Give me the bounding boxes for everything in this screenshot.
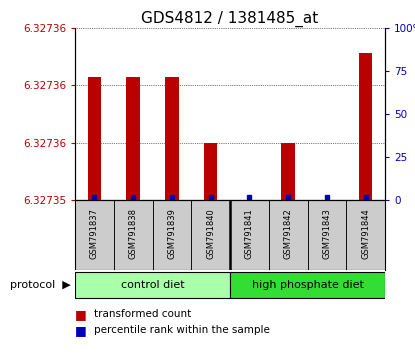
Bar	[269, 200, 308, 270]
Text: ■: ■	[75, 308, 87, 321]
Text: control diet: control diet	[121, 280, 184, 290]
Bar	[204, 143, 217, 200]
Text: GSM791837: GSM791837	[90, 208, 99, 259]
Bar	[165, 77, 178, 200]
Bar	[281, 143, 295, 200]
Text: ■: ■	[75, 324, 87, 337]
Bar	[152, 200, 191, 270]
Bar	[346, 200, 385, 270]
Text: GSM791841: GSM791841	[245, 208, 254, 259]
Text: transformed count: transformed count	[94, 309, 191, 319]
Text: GSM791839: GSM791839	[167, 208, 176, 259]
Bar	[88, 77, 101, 200]
Text: GSM791843: GSM791843	[322, 208, 331, 259]
Text: high phosphate diet: high phosphate diet	[251, 280, 364, 290]
Text: GSM791838: GSM791838	[129, 208, 138, 259]
Bar	[191, 200, 230, 270]
Text: GSM791842: GSM791842	[283, 208, 293, 259]
Text: GSM791844: GSM791844	[361, 208, 370, 259]
Bar	[126, 77, 140, 200]
Bar	[230, 272, 385, 298]
Text: protocol  ▶: protocol ▶	[10, 280, 71, 290]
Bar	[308, 200, 346, 270]
Title: GDS4812 / 1381485_at: GDS4812 / 1381485_at	[142, 11, 319, 27]
Bar	[75, 200, 114, 270]
Text: GSM791840: GSM791840	[206, 208, 215, 259]
Bar	[114, 200, 152, 270]
Bar	[359, 53, 372, 200]
Bar	[75, 272, 230, 298]
Bar	[230, 200, 269, 270]
Text: percentile rank within the sample: percentile rank within the sample	[94, 325, 270, 335]
